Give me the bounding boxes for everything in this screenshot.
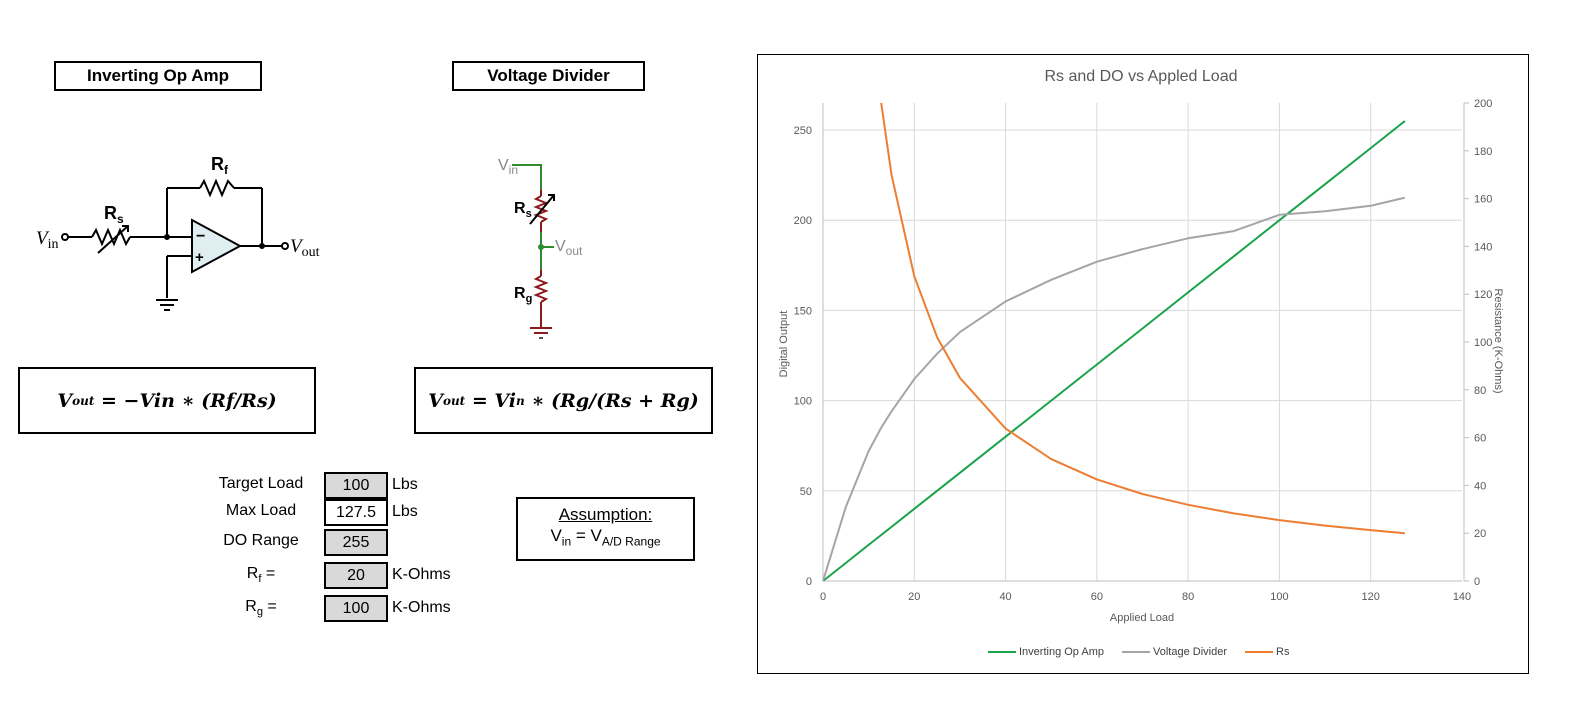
y2-tick-label: 120 bbox=[1474, 289, 1492, 301]
opamp-circuit-diagram: − + Vin Vout Rs Rf bbox=[36, 154, 320, 311]
param-row: DO Range 255 bbox=[206, 527, 476, 557]
legend-swatch-icon bbox=[988, 651, 1016, 654]
y-tick-label: 250 bbox=[794, 125, 812, 137]
param-row: Max Load 127.5 Lbs bbox=[206, 497, 476, 527]
y-tick-label: 200 bbox=[794, 215, 812, 227]
rf-label: Rf bbox=[211, 154, 229, 177]
x-tick-label: 100 bbox=[1270, 591, 1288, 603]
divider-rs-label: Rs bbox=[514, 200, 532, 220]
divider-title: Voltage Divider bbox=[452, 61, 645, 91]
legend-label: Rs bbox=[1276, 646, 1290, 658]
series-line-voltage-divider[interactable] bbox=[822, 196, 1406, 582]
param-unit: K-Ohms bbox=[392, 566, 451, 583]
param-row: Target Load 100 Lbs bbox=[206, 470, 476, 500]
param-row: Rf = 20 K-Ohms bbox=[206, 560, 476, 590]
x-tick-label: 40 bbox=[999, 591, 1011, 603]
y-tick-label: 0 bbox=[806, 576, 812, 588]
legend-label: Voltage Divider bbox=[1153, 646, 1227, 658]
param-unit: Lbs bbox=[392, 476, 418, 493]
y2-tick-label: 140 bbox=[1474, 241, 1492, 253]
y2-tick-label: 40 bbox=[1474, 480, 1486, 492]
legend-item[interactable]: Voltage Divider bbox=[1122, 646, 1227, 658]
x-tick-label: 20 bbox=[908, 591, 920, 603]
svg-text:−: − bbox=[196, 228, 205, 245]
y-axis-title: Digital Output bbox=[778, 311, 790, 378]
param-label: Target Load bbox=[218, 474, 304, 492]
param-label: Max Load bbox=[225, 501, 297, 519]
divider-rg-label: Rg bbox=[514, 285, 532, 305]
vout-label: Vout bbox=[290, 236, 320, 260]
legend-swatch-icon bbox=[1122, 651, 1150, 654]
param-value-cell[interactable]: 127.5 bbox=[324, 498, 388, 526]
param-row: Rg = 100 K-Ohms bbox=[206, 593, 476, 623]
x-tick-label: 120 bbox=[1362, 591, 1380, 603]
y2-tick-label: 60 bbox=[1474, 433, 1486, 445]
param-label: Rf = bbox=[246, 564, 276, 586]
divider-vin-label: Vin bbox=[498, 157, 518, 177]
y2-tick-label: 80 bbox=[1474, 385, 1486, 397]
rs-label: Rs bbox=[104, 203, 124, 226]
x-axis-title: Applied Load bbox=[1110, 612, 1174, 624]
vin-label: Vin bbox=[36, 228, 59, 252]
y2-tick-label: 20 bbox=[1474, 528, 1486, 540]
series-line-inverting-op-amp[interactable] bbox=[822, 120, 1406, 582]
param-value-cell[interactable]: 100 bbox=[324, 471, 388, 499]
assumption-box: Assumption: Vin = VA/D Range bbox=[516, 497, 695, 561]
legend-swatch-icon bbox=[1245, 651, 1273, 654]
y2-tick-label: 180 bbox=[1474, 146, 1492, 158]
x-tick-label: 80 bbox=[1182, 591, 1194, 603]
opamp-title: Inverting Op Amp bbox=[54, 61, 262, 91]
divider-circuit-diagram: Vin Vout Rs Rg bbox=[498, 157, 583, 339]
param-value-cell[interactable]: 255 bbox=[324, 528, 388, 556]
y2-tick-label: 100 bbox=[1474, 337, 1492, 349]
y2-tick-label: 200 bbox=[1474, 98, 1492, 110]
y-tick-label: 100 bbox=[794, 396, 812, 408]
assumption-heading: Assumption: bbox=[558, 505, 653, 524]
y-tick-label: 50 bbox=[800, 486, 812, 498]
y2-tick-label: 0 bbox=[1474, 576, 1480, 588]
y2-axis-title: Resistance (K-Ohms) bbox=[1492, 288, 1504, 393]
legend-item[interactable]: Rs bbox=[1245, 646, 1289, 658]
assumption-equation: Vin = VA/D Range bbox=[550, 526, 661, 549]
param-unit: K-Ohms bbox=[392, 599, 451, 616]
chart-title: Rs and DO vs Appled Load bbox=[1044, 68, 1237, 85]
chart-frame[interactable] bbox=[757, 54, 1529, 674]
divider-vout-label: Vout bbox=[555, 238, 583, 258]
x-tick-label: 140 bbox=[1453, 591, 1471, 603]
param-label: Rg = bbox=[245, 597, 277, 619]
svg-text:+: + bbox=[195, 249, 204, 266]
legend-label: Inverting Op Amp bbox=[1019, 646, 1104, 658]
chart-legend: Inverting Op Amp Voltage Divider Rs bbox=[988, 646, 1289, 658]
series-line-rs[interactable] bbox=[880, 102, 1405, 535]
y2-tick-label: 160 bbox=[1474, 194, 1492, 206]
x-tick-label: 0 bbox=[820, 591, 826, 603]
line-chart: Rs and DO vs Appled Load 0 20 40 60 80 100 120… bbox=[778, 68, 1504, 624]
param-value-cell[interactable]: 20 bbox=[324, 561, 388, 589]
legend-item[interactable]: Inverting Op Amp bbox=[988, 646, 1104, 658]
y-tick-label: 150 bbox=[794, 305, 812, 317]
param-unit: Lbs bbox=[392, 503, 418, 520]
param-value-cell[interactable]: 100 bbox=[324, 594, 388, 622]
x-tick-label: 60 bbox=[1091, 591, 1103, 603]
param-label: DO Range bbox=[223, 531, 299, 549]
